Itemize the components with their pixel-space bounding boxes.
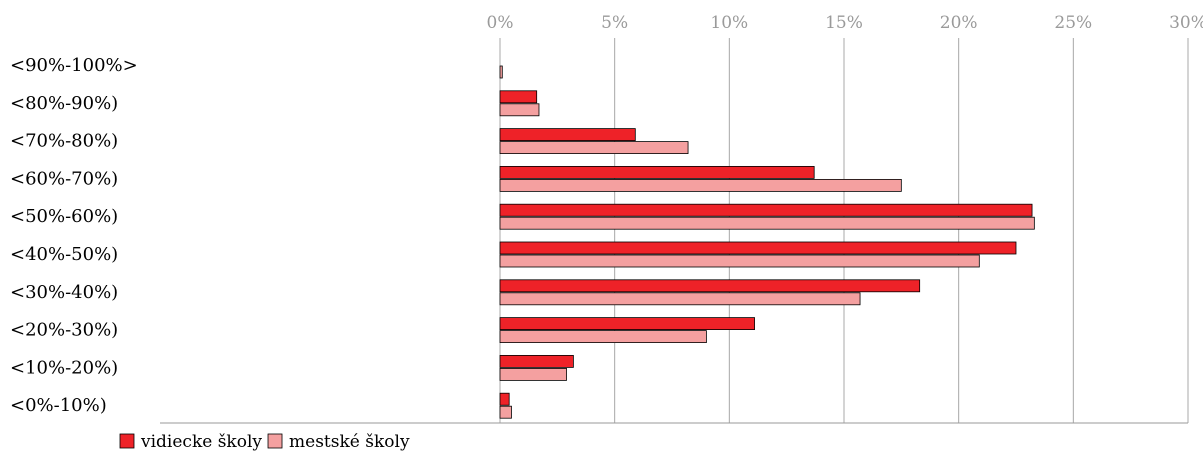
bar-series-2	[499, 292, 861, 306]
bar-series-2	[499, 367, 567, 381]
bar-series-1	[499, 203, 1033, 217]
category-label: <80%-90%)	[10, 93, 118, 114]
bar-series-1	[499, 279, 921, 293]
legend-label: mestské školy	[289, 432, 410, 452]
bar-series-2	[499, 216, 1035, 230]
x-tick-label: 25%	[1054, 13, 1092, 33]
bar-series-1	[499, 90, 538, 104]
bar-series-1	[499, 354, 574, 368]
category-label: <50%-60%)	[10, 206, 118, 227]
legend-swatch	[119, 433, 135, 449]
bars	[499, 65, 1035, 419]
bar-series-1	[499, 128, 636, 142]
bar-series-2	[499, 330, 707, 344]
x-tick-label: 20%	[940, 13, 978, 33]
category-label: <90%-100%>	[10, 55, 138, 76]
bar-series-1	[499, 317, 755, 331]
x-tick-label: 30%	[1169, 13, 1203, 33]
bar-series-2	[499, 65, 503, 79]
x-tick-label: 15%	[825, 13, 863, 33]
legend-label: vidiecke školy	[140, 432, 262, 452]
x-axis-ticks: 0% 5% 10% 15% 20% 25% 30%	[487, 13, 1203, 33]
category-label: <0%-10%)	[10, 395, 107, 416]
category-label: <60%-70%)	[10, 168, 118, 189]
category-label: <10%-20%)	[10, 357, 118, 378]
category-labels: <90%-100%> <80%-90%) <70%-80%) <60%-70%) <50…	[10, 55, 138, 416]
gridlines	[499, 38, 1189, 423]
category-label: <70%-80%)	[10, 131, 118, 152]
category-label: <40%-50%)	[10, 244, 118, 265]
bar-series-1	[499, 165, 815, 179]
category-label: <20%-30%)	[10, 320, 118, 341]
category-label: <30%-40%)	[10, 282, 118, 303]
bar-series-2	[499, 405, 512, 419]
bar-series-2	[499, 141, 689, 155]
bar-series-2	[499, 178, 902, 192]
legend-swatch	[267, 433, 283, 449]
x-tick-label: 0%	[487, 13, 514, 33]
bar-series-1	[499, 241, 1017, 255]
x-tick-label: 5%	[601, 13, 628, 33]
bar-series-1	[499, 392, 510, 406]
x-tick-label: 10%	[710, 13, 748, 33]
bar-series-2	[499, 103, 540, 117]
legend: vidiecke školy mestské školy	[119, 432, 410, 452]
bar-series-2	[499, 254, 980, 268]
